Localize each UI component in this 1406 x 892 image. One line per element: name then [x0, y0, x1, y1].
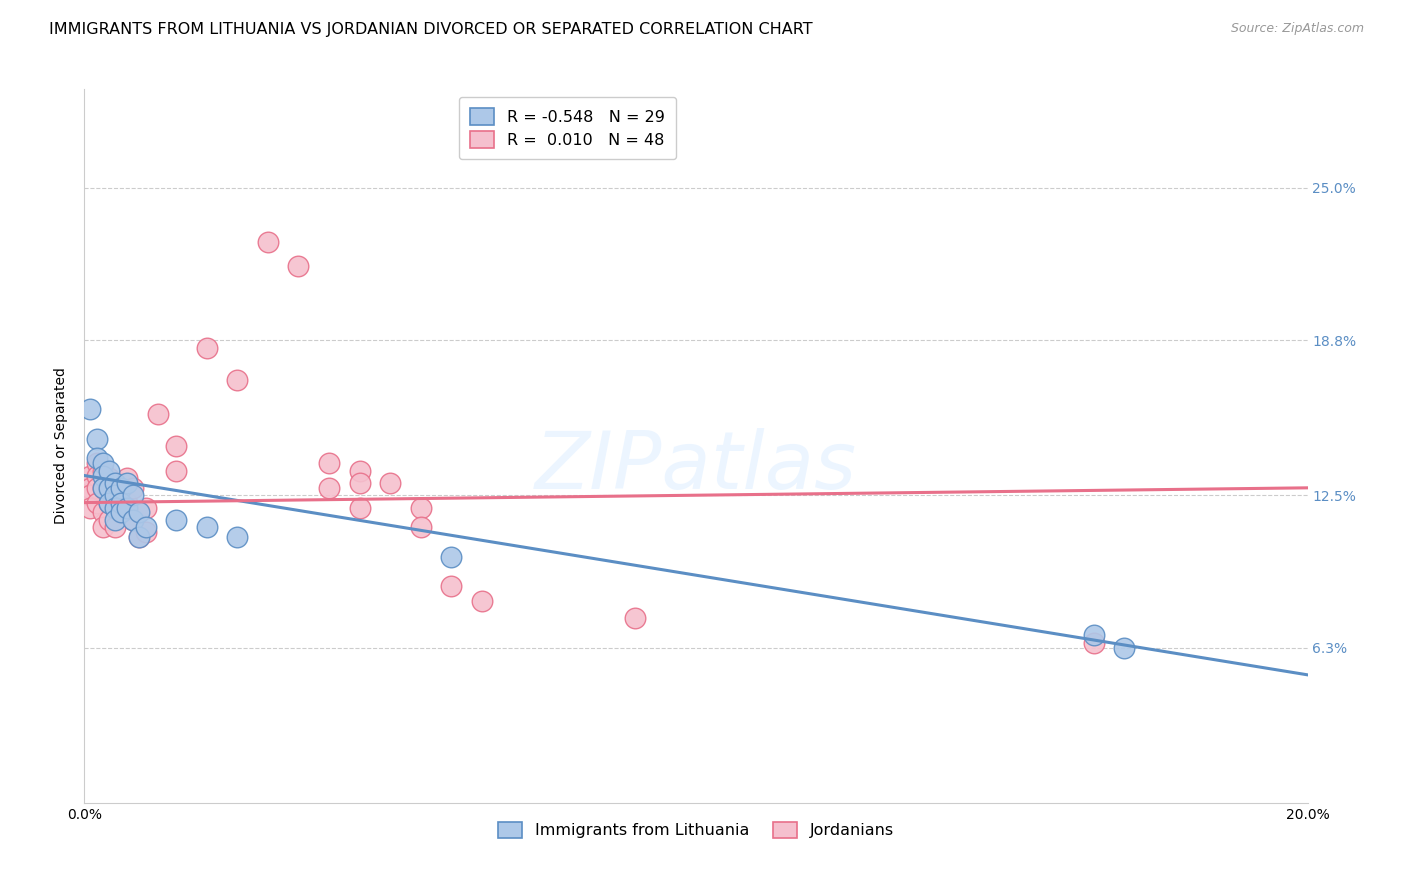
Point [115, 495, 138, 509]
Point [257, 235, 280, 249]
Point [128, 505, 150, 519]
Point [91, 520, 114, 534]
Point [128, 505, 150, 519]
Point [135, 520, 157, 534]
Point [91, 481, 114, 495]
Point [440, 549, 463, 564]
Point [104, 475, 127, 490]
Point [128, 530, 150, 544]
Point [104, 520, 127, 534]
Point [79, 481, 101, 495]
Point [91, 505, 114, 519]
Point [115, 471, 138, 485]
Point [471, 594, 494, 608]
Point [104, 513, 127, 527]
Point [122, 481, 145, 495]
Y-axis label: Divorced or Separated: Divorced or Separated [55, 368, 69, 524]
Point [110, 505, 132, 519]
Point [115, 475, 138, 490]
Point [349, 500, 371, 515]
Point [409, 520, 432, 534]
Point [79, 500, 101, 515]
Point [146, 407, 169, 421]
Point [165, 513, 187, 527]
Point [79, 402, 101, 417]
Point [91, 481, 114, 495]
Point [122, 488, 145, 502]
Point [135, 500, 157, 515]
Point [318, 481, 340, 495]
Point [409, 500, 432, 515]
Point [86, 495, 108, 509]
Point [97, 481, 120, 495]
Text: Source: ZipAtlas.com: Source: ZipAtlas.com [1230, 22, 1364, 36]
Point [86, 432, 108, 446]
Point [86, 451, 108, 466]
Point [226, 530, 249, 544]
Legend: Immigrants from Lithuania, Jordanians: Immigrants from Lithuania, Jordanians [492, 815, 900, 845]
Point [104, 500, 127, 515]
Point [380, 475, 402, 490]
Point [97, 513, 120, 527]
Point [128, 530, 150, 544]
Point [91, 464, 114, 478]
Point [195, 520, 218, 534]
Point [165, 464, 187, 478]
Text: ZIPatlas: ZIPatlas [534, 428, 858, 507]
Point [79, 468, 101, 483]
Point [104, 481, 127, 495]
Point [287, 260, 309, 274]
Point [110, 475, 132, 490]
Point [110, 495, 132, 509]
Point [91, 468, 114, 483]
Point [97, 495, 120, 509]
Point [104, 500, 127, 515]
Point [79, 488, 101, 502]
Point [91, 456, 114, 470]
Point [1083, 628, 1105, 642]
Point [86, 481, 108, 495]
Point [440, 579, 463, 593]
Point [97, 471, 120, 485]
Point [1083, 636, 1105, 650]
Point [110, 505, 132, 519]
Point [226, 373, 249, 387]
Point [86, 468, 108, 483]
Point [135, 525, 157, 540]
Point [115, 500, 138, 515]
Point [165, 439, 187, 453]
Point [349, 464, 371, 478]
Point [195, 341, 218, 355]
Text: IMMIGRANTS FROM LITHUANIA VS JORDANIAN DIVORCED OR SEPARATED CORRELATION CHART: IMMIGRANTS FROM LITHUANIA VS JORDANIAN D… [49, 22, 813, 37]
Point [318, 456, 340, 470]
Point [97, 481, 120, 495]
Point [122, 513, 145, 527]
Point [86, 456, 108, 470]
Point [1114, 640, 1136, 655]
Point [110, 481, 132, 495]
Point [97, 495, 120, 509]
Point [97, 464, 120, 478]
Point [104, 488, 127, 502]
Point [122, 513, 145, 527]
Point [624, 611, 647, 625]
Point [349, 475, 371, 490]
